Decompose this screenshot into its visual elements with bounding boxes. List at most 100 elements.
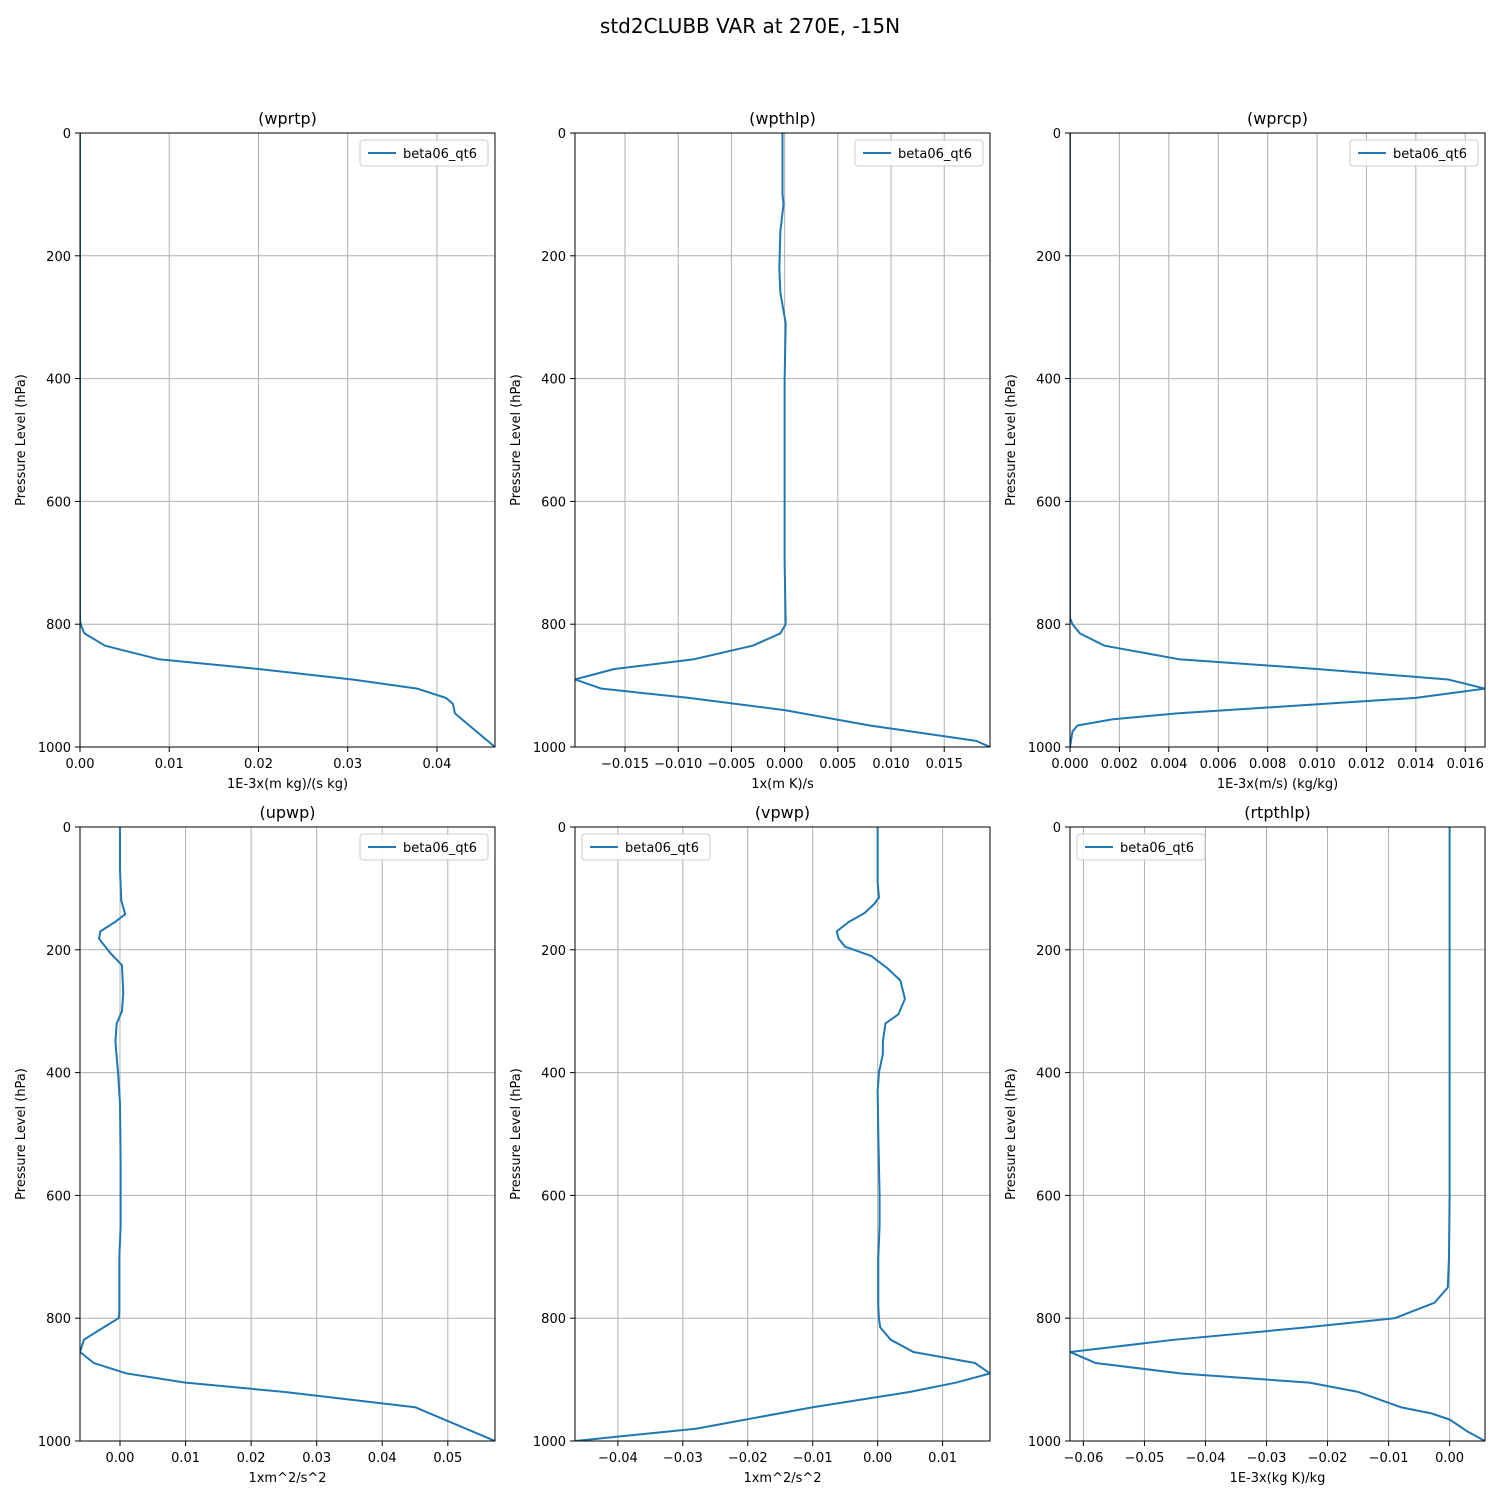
y-tick-label: 1000 <box>38 741 71 756</box>
y-axis-label: Pressure Level (hPa) <box>509 1068 524 1200</box>
y-tick-label: 800 <box>541 618 566 633</box>
y-tick-label: 600 <box>541 1189 566 1204</box>
figure-title: std2CLUBB VAR at 270E, -15N <box>599 14 901 38</box>
x-tick-label: 0.010 <box>1298 757 1335 772</box>
x-tick-label: 0.01 <box>155 757 184 772</box>
legend-box <box>359 139 489 167</box>
x-tick-label: 0.014 <box>1397 757 1434 772</box>
y-tick-label: 200 <box>46 250 71 265</box>
x-axis-label: 1E-3x(m kg)/(s kg) <box>227 777 348 792</box>
y-tick-label: 200 <box>1036 944 1061 959</box>
x-tick-label: −0.04 <box>598 1451 638 1466</box>
x-tick-label: 0.04 <box>368 1451 397 1466</box>
x-axis-label: 1E-3x(kg K)/kg <box>1230 1471 1326 1486</box>
subplot-0: 0.00 0.01 0.02 0.03 0.04 0 200 400 600 800 1000 (wp… <box>14 109 496 792</box>
legend: beta06_qt6 <box>1076 833 1206 861</box>
legend: beta06_qt6 <box>581 833 711 861</box>
legend-label: beta06_qt6 <box>898 147 972 162</box>
x-tick-label: 0.006 <box>1200 757 1237 772</box>
legend-label: beta06_qt6 <box>1120 841 1194 856</box>
y-axis-label: Pressure Level (hPa) <box>1004 1068 1019 1200</box>
y-tick-label: 200 <box>541 250 566 265</box>
y-tick-label: 1000 <box>533 1435 566 1450</box>
y-tick-label: 600 <box>1036 1189 1061 1204</box>
legend-box <box>581 833 711 861</box>
y-tick-label: 0 <box>1053 127 1061 142</box>
series-line-beta06_qt6 <box>1070 827 1485 1441</box>
x-tick-label: 0.015 <box>926 757 963 772</box>
x-tick-label: −0.02 <box>728 1451 768 1466</box>
subplot-5: −0.06 −0.05 −0.04 −0.03 −0.02 −0.01 0.00 0 200 40… <box>1004 803 1486 1486</box>
x-tick-label: 0.016 <box>1447 757 1484 772</box>
y-tick-label: 0 <box>1053 821 1061 836</box>
y-tick-label: 800 <box>541 1312 566 1327</box>
subplot-3: 0.00 0.01 0.02 0.03 0.04 0.05 0 200 400 600 800 100… <box>14 803 496 1486</box>
y-axis-label: Pressure Level (hPa) <box>14 374 29 506</box>
legend-box <box>854 139 984 167</box>
x-tick-label: 0.03 <box>302 1451 331 1466</box>
x-tick-label: 0.00 <box>863 1451 892 1466</box>
legend-label: beta06_qt6 <box>625 841 699 856</box>
series-line-beta06_qt6 <box>1070 133 1485 747</box>
axes-frame <box>79 826 496 1442</box>
y-tick-label: 800 <box>1036 1312 1061 1327</box>
legend-label: beta06_qt6 <box>403 147 477 162</box>
y-axis-label: Pressure Level (hPa) <box>509 374 524 506</box>
subplot-title: (wprtp) <box>258 109 317 128</box>
x-tick-label: −0.02 <box>1308 1451 1348 1466</box>
y-tick-label: 200 <box>46 944 71 959</box>
subplot-2: 0.000 0.002 0.004 0.006 0.008 0.010 0.012 0.014… <box>1004 109 1486 792</box>
x-axis-label: 1E-3x(m/s) (kg/kg) <box>1217 777 1338 792</box>
x-tick-label: 0.02 <box>244 757 273 772</box>
series-line-beta06_qt6 <box>80 827 495 1441</box>
y-tick-label: 600 <box>46 495 71 510</box>
x-tick-label: −0.06 <box>1064 1451 1104 1466</box>
series-line-beta06_qt6 <box>80 133 495 747</box>
y-tick-label: 400 <box>1036 373 1061 388</box>
x-tick-label: 0.04 <box>423 757 452 772</box>
x-tick-label: −0.015 <box>601 757 649 772</box>
legend: beta06_qt6 <box>359 139 489 167</box>
x-tick-label: 0.012 <box>1348 757 1385 772</box>
subplot-title: (rtpthlp) <box>1244 803 1311 822</box>
subplot-4: −0.04 −0.03 −0.02 −0.01 0.00 0.01 0 200 400 600 80… <box>509 803 991 1486</box>
y-tick-label: 1000 <box>1028 1435 1061 1450</box>
legend-box <box>1349 139 1479 167</box>
y-axis-label: Pressure Level (hPa) <box>14 1068 29 1200</box>
y-tick-label: 600 <box>46 1189 71 1204</box>
y-tick-label: 800 <box>46 1312 71 1327</box>
x-tick-label: 0.00 <box>1435 1451 1464 1466</box>
subplot-1: −0.015 −0.010 −0.005 0.000 0.005 0.010 0.015 0 2… <box>509 109 991 792</box>
series-line-beta06_qt6 <box>575 827 990 1441</box>
x-tick-label: −0.01 <box>793 1451 833 1466</box>
y-tick-label: 1000 <box>38 1435 71 1450</box>
y-tick-label: 0 <box>63 127 71 142</box>
x-tick-label: 0.010 <box>872 757 909 772</box>
x-tick-label: 0.004 <box>1150 757 1187 772</box>
x-tick-label: 0.02 <box>237 1451 266 1466</box>
y-tick-label: 800 <box>1036 618 1061 633</box>
axes-frame <box>79 132 496 748</box>
x-tick-label: −0.005 <box>707 757 755 772</box>
y-tick-label: 400 <box>1036 1067 1061 1082</box>
x-tick-label: 0.03 <box>333 757 362 772</box>
y-axis-label: Pressure Level (hPa) <box>1004 374 1019 506</box>
y-tick-label: 600 <box>1036 495 1061 510</box>
axes-frame <box>1069 826 1486 1442</box>
x-tick-label: 0.05 <box>433 1451 462 1466</box>
subplot-title: (upwp) <box>259 803 315 822</box>
x-tick-label: 0.01 <box>171 1451 200 1466</box>
subplot-title: (vpwp) <box>755 803 810 822</box>
y-tick-label: 0 <box>558 127 566 142</box>
x-tick-label: 0.00 <box>106 1451 135 1466</box>
x-axis-label: 1x(m K)/s <box>751 777 814 792</box>
y-tick-label: 0 <box>558 821 566 836</box>
x-axis-label: 1xm^2/s^2 <box>248 1471 326 1486</box>
x-tick-label: 0.00 <box>66 757 95 772</box>
subplot-title: (wpthlp) <box>749 109 816 128</box>
legend-label: beta06_qt6 <box>403 841 477 856</box>
legend-label: beta06_qt6 <box>1393 147 1467 162</box>
subplot-title: (wprcp) <box>1247 109 1308 128</box>
y-tick-label: 1000 <box>533 741 566 756</box>
